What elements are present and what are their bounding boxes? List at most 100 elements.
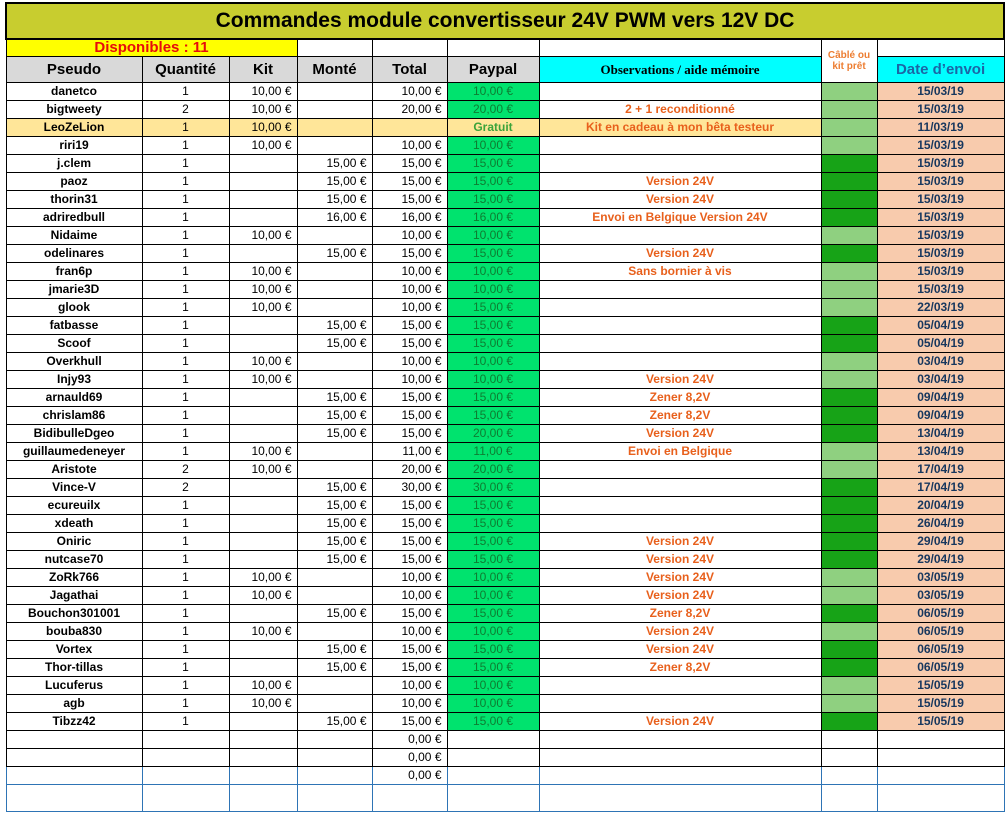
cell-ship-date[interactable]: 11/03/19 — [876, 118, 1005, 137]
cell-quantity[interactable]: 1 — [141, 496, 230, 515]
cell-monte-price[interactable]: 15,00 € — [296, 190, 373, 209]
cell-pseudo[interactable]: Injy93 — [5, 370, 143, 389]
cell-monte-price[interactable]: 15,00 € — [296, 406, 373, 425]
cell-pseudo[interactable]: paoz — [5, 172, 143, 191]
cell-kit-price[interactable]: 10,00 € — [228, 82, 298, 101]
cell-cable-status[interactable] — [820, 136, 878, 155]
cell-pseudo[interactable]: j.clem — [5, 154, 143, 173]
cell-pseudo[interactable] — [5, 766, 143, 785]
cell-ship-date[interactable] — [876, 784, 1005, 812]
cell-paypal[interactable] — [446, 748, 540, 767]
cell-paypal[interactable]: 10,00 € — [446, 280, 540, 299]
cell-kit-price[interactable] — [228, 334, 298, 353]
cell-monte-price[interactable]: 15,00 € — [296, 244, 373, 263]
cell-kit-price[interactable]: 10,00 € — [228, 352, 298, 371]
cell-cable-status[interactable] — [820, 586, 878, 605]
cell-pseudo[interactable]: bouba830 — [5, 622, 143, 641]
cell-kit-price[interactable] — [228, 640, 298, 659]
cell-pseudo[interactable]: bigtweety — [5, 100, 143, 119]
cell-paypal[interactable] — [446, 730, 540, 749]
cell-kit-price[interactable]: 10,00 € — [228, 298, 298, 317]
cell-total[interactable]: 0,00 € — [371, 766, 448, 785]
cell-monte-price[interactable] — [296, 568, 373, 587]
cell-ship-date[interactable]: 15/03/19 — [876, 154, 1005, 173]
cell-cable-status[interactable] — [820, 532, 878, 551]
cell-monte-price[interactable] — [296, 226, 373, 245]
cell-observations[interactable] — [538, 316, 822, 335]
cell-monte-price[interactable] — [296, 766, 373, 785]
cell-monte-price[interactable]: 15,00 € — [296, 496, 373, 515]
empty-cell-paypal[interactable] — [446, 38, 540, 57]
cell-ship-date[interactable]: 15/05/19 — [876, 712, 1005, 731]
cell-ship-date[interactable]: 15/03/19 — [876, 136, 1005, 155]
cell-kit-price[interactable]: 10,00 € — [228, 568, 298, 587]
cell-total[interactable] — [371, 118, 448, 137]
cell-quantity[interactable]: 2 — [141, 478, 230, 497]
cell-cable-status[interactable] — [820, 514, 878, 533]
cell-quantity[interactable]: 1 — [141, 370, 230, 389]
cell-ship-date[interactable]: 13/04/19 — [876, 442, 1005, 461]
cell-kit-price[interactable] — [228, 316, 298, 335]
cell-pseudo[interactable]: odelinares — [5, 244, 143, 263]
cell-ship-date[interactable]: 09/04/19 — [876, 406, 1005, 425]
cell-pseudo[interactable]: Aristote — [5, 460, 143, 479]
cell-monte-price[interactable]: 15,00 € — [296, 514, 373, 533]
cell-kit-price[interactable] — [228, 244, 298, 263]
cell-paypal[interactable]: 10,00 € — [446, 352, 540, 371]
cell-total[interactable]: 0,00 € — [371, 730, 448, 749]
cell-total[interactable]: 16,00 € — [371, 208, 448, 227]
cell-quantity[interactable]: 1 — [141, 352, 230, 371]
cell-quantity[interactable]: 1 — [141, 244, 230, 263]
cell-pseudo[interactable]: nutcase70 — [5, 550, 143, 569]
cell-ship-date[interactable]: 22/03/19 — [876, 298, 1005, 317]
cell-ship-date[interactable]: 26/04/19 — [876, 514, 1005, 533]
cell-cable-status[interactable] — [820, 640, 878, 659]
cell-observations[interactable]: Zener 8,2V — [538, 406, 822, 425]
cell-monte-price[interactable] — [296, 784, 373, 812]
cell-paypal[interactable]: 15,00 € — [446, 316, 540, 335]
cell-ship-date[interactable]: 05/04/19 — [876, 334, 1005, 353]
cell-pseudo[interactable]: LeoZeLion — [5, 118, 143, 137]
cell-paypal[interactable]: 15,00 € — [446, 514, 540, 533]
cell-cable-status[interactable] — [820, 370, 878, 389]
cell-pseudo[interactable]: jmarie3D — [5, 280, 143, 299]
cell-paypal[interactable]: 20,00 € — [446, 460, 540, 479]
cell-monte-price[interactable]: 15,00 € — [296, 424, 373, 443]
cell-monte-price[interactable] — [296, 730, 373, 749]
cell-kit-price[interactable] — [228, 784, 298, 812]
cell-total[interactable]: 10,00 € — [371, 352, 448, 371]
cell-cable-status[interactable] — [820, 694, 878, 713]
cell-cable-status[interactable] — [820, 622, 878, 641]
cell-quantity[interactable] — [141, 766, 230, 785]
cell-cable-status[interactable] — [820, 604, 878, 623]
cell-observations[interactable] — [538, 82, 822, 101]
cell-observations[interactable] — [538, 136, 822, 155]
cell-kit-price[interactable] — [228, 208, 298, 227]
cell-monte-price[interactable] — [296, 280, 373, 299]
cell-pseudo[interactable]: Vince-V — [5, 478, 143, 497]
cell-quantity[interactable]: 1 — [141, 154, 230, 173]
cell-ship-date[interactable]: 06/05/19 — [876, 658, 1005, 677]
cell-cable-status[interactable] — [820, 406, 878, 425]
col-total[interactable]: Total — [371, 56, 448, 83]
cell-cable-status[interactable] — [820, 244, 878, 263]
cell-quantity[interactable]: 2 — [141, 460, 230, 479]
cell-paypal[interactable]: 15,00 € — [446, 604, 540, 623]
cell-quantity[interactable]: 1 — [141, 676, 230, 695]
cell-quantity[interactable]: 1 — [141, 298, 230, 317]
cell-paypal[interactable] — [446, 766, 540, 785]
cell-kit-price[interactable]: 10,00 € — [228, 694, 298, 713]
cell-kit-price[interactable]: 10,00 € — [228, 622, 298, 641]
cell-cable-status[interactable] — [820, 658, 878, 677]
cell-paypal[interactable]: 15,00 € — [446, 154, 540, 173]
cell-observations[interactable] — [538, 280, 822, 299]
cell-paypal[interactable]: 15,00 € — [446, 496, 540, 515]
cell-pseudo[interactable]: BidibulleDgeo — [5, 424, 143, 443]
cell-ship-date[interactable]: 15/03/19 — [876, 262, 1005, 281]
cell-cable-status[interactable] — [820, 442, 878, 461]
cell-paypal[interactable]: 15,00 € — [446, 298, 540, 317]
cell-observations[interactable] — [538, 766, 822, 785]
cell-total[interactable]: 15,00 € — [371, 424, 448, 443]
cell-cable-status[interactable] — [820, 748, 878, 767]
cell-observations[interactable]: Zener 8,2V — [538, 388, 822, 407]
